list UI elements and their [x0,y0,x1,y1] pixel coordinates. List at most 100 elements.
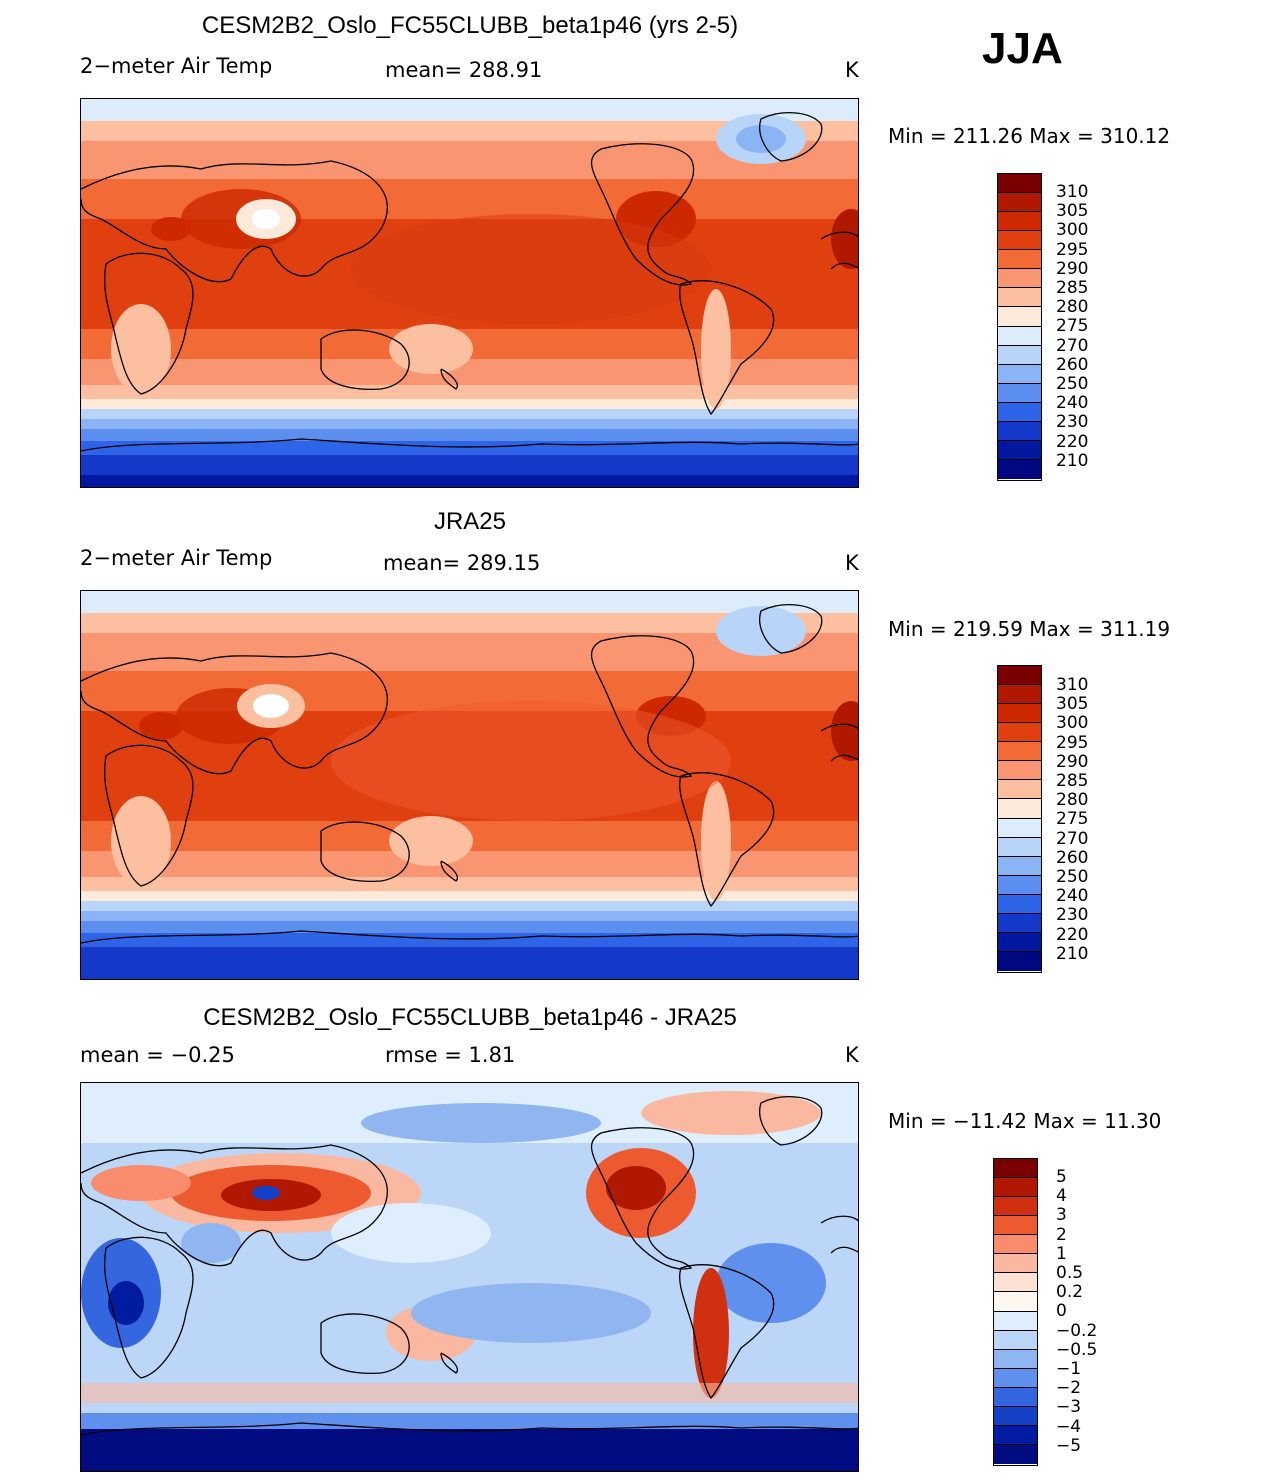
colorbar-tick-label: 220 [1056,924,1089,945]
colorbar-swatch [998,250,1041,270]
units-label: K [845,551,859,575]
colorbar-swatch [998,212,1041,232]
colorbar-labels: 310 305 300 295 290 285 280 275 270 260 250 240 230 2… [1056,182,1089,471]
colorbar-tick-label: 290 [1056,751,1089,772]
colorbar-swatch [998,951,1041,971]
colorbar-tick-label: 305 [1056,201,1089,222]
colorbar [997,173,1042,481]
colorbar-tick-label: 260 [1056,847,1089,868]
colorbar-tick-label: −0.2 [1056,1320,1098,1341]
variable-label: 2−meter Air Temp [80,54,273,78]
colorbar-labels: 310 305 300 295 290 285 280 275 270 260 250 240 230 2… [1056,675,1089,964]
mean-label: mean= 289.15 [383,551,541,575]
colorbar-tick-label: 280 [1056,297,1089,318]
colorbar-tick-label: 1 [1056,1243,1067,1264]
colorbar-tick-label: 275 [1056,809,1089,830]
colorbar-swatch [994,1273,1037,1293]
colorbar-tick-label: 230 [1056,412,1089,433]
colorbar-tick-label: 210 [1056,450,1089,471]
colorbar-swatch [998,288,1041,308]
colorbar-swatch [994,1178,1037,1198]
colorbar-tick-label: −5 [1056,1435,1082,1456]
colorbar-tick-label: 2 [1056,1224,1067,1245]
colorbar-swatch [994,1216,1037,1236]
minmax-label: Min = 219.59 Max = 311.19 [888,617,1171,641]
colorbar-swatch [994,1330,1037,1350]
colorbar-swatch [998,459,1041,479]
colorbar-swatch [994,1406,1037,1426]
colorbar-tick-label: 300 [1056,220,1089,241]
colorbar-swatch [994,1254,1037,1274]
colorbar-tick-label: 230 [1056,905,1089,926]
colorbar-swatch [998,440,1041,460]
colorbar-swatch [998,761,1041,781]
colorbar-swatch [998,932,1041,952]
colorbar-tick-label: 290 [1056,258,1089,279]
colorbar-tick-label: −4 [1056,1416,1082,1437]
colorbar-tick-label: −3 [1056,1397,1082,1418]
colorbar-swatch [994,1292,1037,1312]
colorbar-swatch [994,1349,1037,1369]
colorbar-swatch [998,421,1041,441]
colorbar-swatch [998,193,1041,213]
colorbar-swatch [998,685,1041,705]
colorbar-tick-label: 310 [1056,675,1089,695]
colorbar-tick-label: 275 [1056,316,1089,337]
panel-title: JRA25 [433,508,507,535]
colorbar-swatch [994,1387,1037,1407]
colorbar-tick-label: −0.5 [1056,1339,1098,1360]
colorbar [993,1158,1038,1466]
colorbar-tick-label: 210 [1056,943,1089,964]
colorbar-swatch [998,326,1041,346]
colorbar-labels: 5 4 3 2 1 0.5 0.2 0 −0.2 −0.5 −1 −2 −3 −4 −5 [1056,1167,1098,1456]
colorbar-tick-label: 250 [1056,867,1089,888]
season-label: JJA [982,24,1063,73]
units-label: K [845,1043,859,1067]
variable-label: 2−meter Air Temp [80,546,273,570]
colorbar-swatch [998,174,1041,194]
colorbar-tick-label: 240 [1056,393,1089,414]
colorbar-tick-label: 0 [1056,1301,1067,1322]
colorbar-tick-label: 270 [1056,828,1089,849]
colorbar-tick-label: 220 [1056,431,1089,452]
colorbar-swatch [998,345,1041,365]
colorbar-swatch [998,837,1041,857]
colorbar-tick-label: 270 [1056,335,1089,356]
mean-label: mean = −0.25 [80,1043,235,1067]
colorbar-swatch [998,742,1041,762]
colorbar-tick-label: 240 [1056,886,1089,907]
colorbar-swatch [994,1311,1037,1331]
colorbar-swatch [998,666,1041,686]
colorbar-swatch [998,231,1041,251]
colorbar-tick-label: 260 [1056,354,1089,375]
map-obs [80,590,859,980]
colorbar-swatch [998,913,1041,933]
colorbar-swatch [998,383,1041,403]
colorbar-tick-label: 285 [1056,771,1089,792]
colorbar-tick-label: 285 [1056,278,1089,299]
colorbar-swatch [998,780,1041,800]
colorbar-tick-label: 280 [1056,790,1089,811]
colorbar-swatch [998,875,1041,895]
colorbar-tick-label: 250 [1056,374,1089,395]
colorbar-tick-label: 4 [1056,1186,1067,1207]
colorbar-tick-label: 300 [1056,713,1089,734]
colorbar-swatch [998,723,1041,743]
colorbar-swatch [994,1368,1037,1388]
colorbar-swatch [994,1444,1037,1464]
colorbar-swatch [994,1197,1037,1217]
colorbar-swatch [994,1235,1037,1255]
colorbar-swatch [998,269,1041,289]
colorbar-tick-label: 0.5 [1056,1263,1084,1284]
colorbar-swatch [998,364,1041,384]
colorbar-tick-label: −2 [1056,1378,1082,1399]
colorbar-swatch [994,1425,1037,1445]
colorbar-swatch [998,894,1041,914]
colorbar-swatch [998,818,1041,838]
colorbar-tick-label: 3 [1056,1205,1067,1226]
colorbar-tick-label: 5 [1056,1167,1067,1187]
minmax-label: Min = −11.42 Max = 11.30 [888,1109,1162,1133]
colorbar-tick-label: 295 [1056,239,1089,260]
map-model [80,98,859,488]
map-diff [80,1082,859,1472]
